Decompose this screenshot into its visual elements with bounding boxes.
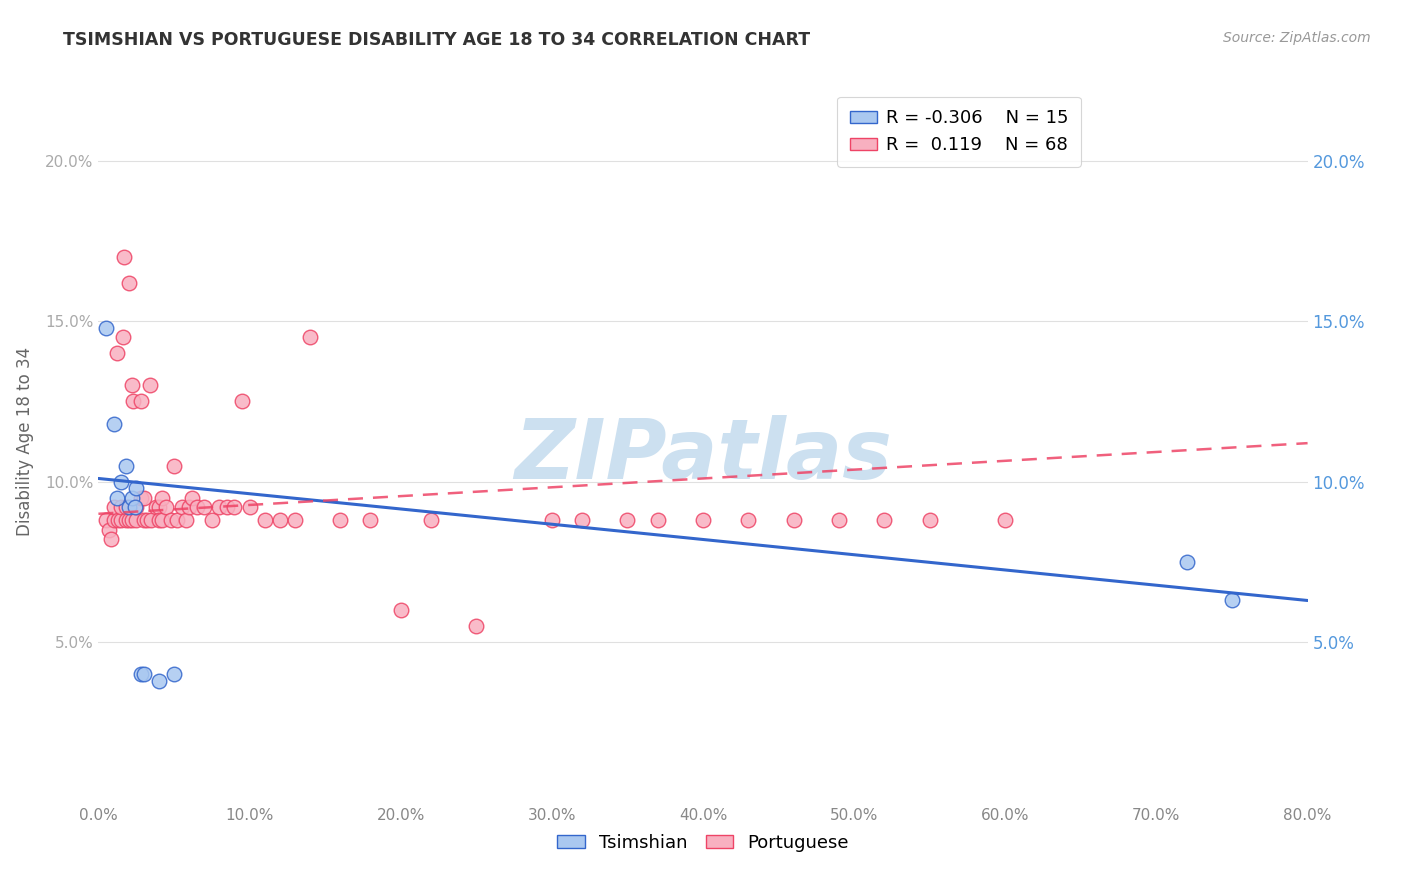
Point bbox=[166, 513, 188, 527]
Point bbox=[160, 513, 183, 527]
Point bbox=[181, 491, 204, 505]
Point bbox=[148, 673, 170, 688]
Point bbox=[132, 667, 155, 681]
Point bbox=[107, 513, 129, 527]
Legend: Tsimshian, Portuguese: Tsimshian, Portuguese bbox=[550, 826, 856, 859]
Point bbox=[208, 500, 231, 515]
Point bbox=[148, 500, 170, 515]
Point bbox=[389, 603, 412, 617]
Point bbox=[125, 481, 148, 495]
Point bbox=[103, 417, 125, 431]
Point bbox=[132, 513, 155, 527]
Point bbox=[239, 500, 262, 515]
Point bbox=[616, 513, 638, 527]
Point bbox=[155, 500, 177, 515]
Point bbox=[170, 500, 193, 515]
Point bbox=[129, 394, 152, 409]
Point bbox=[253, 513, 276, 527]
Point bbox=[150, 513, 173, 527]
Point bbox=[231, 394, 253, 409]
Point bbox=[118, 500, 141, 515]
Point bbox=[174, 513, 197, 527]
Point bbox=[186, 500, 208, 515]
Point bbox=[122, 394, 145, 409]
Point bbox=[129, 491, 152, 505]
Point bbox=[420, 513, 443, 527]
Point bbox=[918, 513, 941, 527]
Point bbox=[692, 513, 714, 527]
Text: ZIPatlas: ZIPatlas bbox=[515, 416, 891, 497]
Point bbox=[737, 513, 759, 527]
Point bbox=[828, 513, 851, 527]
Point bbox=[465, 619, 488, 633]
Point bbox=[125, 513, 148, 527]
Point bbox=[284, 513, 307, 527]
Point bbox=[94, 320, 117, 334]
Point bbox=[105, 346, 128, 360]
Point bbox=[114, 513, 136, 527]
Point bbox=[201, 513, 224, 527]
Point bbox=[110, 475, 132, 489]
Point bbox=[329, 513, 352, 527]
Text: Source: ZipAtlas.com: Source: ZipAtlas.com bbox=[1223, 31, 1371, 45]
Point bbox=[94, 513, 117, 527]
Point bbox=[121, 378, 143, 392]
Point bbox=[103, 513, 125, 527]
Point bbox=[135, 513, 157, 527]
Point bbox=[148, 513, 170, 527]
Point bbox=[540, 513, 562, 527]
Point bbox=[783, 513, 806, 527]
Point bbox=[121, 491, 143, 505]
Point bbox=[1220, 593, 1243, 607]
Point bbox=[139, 378, 162, 392]
Point bbox=[269, 513, 291, 527]
Point bbox=[98, 523, 121, 537]
Point bbox=[873, 513, 896, 527]
Y-axis label: Disability Age 18 to 34: Disability Age 18 to 34 bbox=[15, 347, 34, 536]
Point bbox=[215, 500, 238, 515]
Point bbox=[129, 667, 152, 681]
Point bbox=[163, 667, 186, 681]
Point bbox=[124, 500, 146, 515]
Point bbox=[100, 533, 122, 547]
Point bbox=[118, 276, 141, 290]
Point bbox=[112, 250, 135, 264]
Point bbox=[125, 500, 148, 515]
Point bbox=[360, 513, 382, 527]
Point bbox=[111, 330, 134, 344]
Point bbox=[571, 513, 593, 527]
Point bbox=[1175, 555, 1198, 569]
Point bbox=[150, 491, 173, 505]
Point bbox=[193, 500, 215, 515]
Point bbox=[118, 513, 141, 527]
Point bbox=[224, 500, 246, 515]
Point bbox=[145, 500, 167, 515]
Point bbox=[105, 491, 128, 505]
Point bbox=[163, 458, 186, 473]
Point bbox=[103, 500, 125, 515]
Point bbox=[121, 513, 143, 527]
Point bbox=[299, 330, 322, 344]
Point bbox=[141, 513, 163, 527]
Point bbox=[114, 500, 136, 515]
Point bbox=[110, 500, 132, 515]
Point bbox=[994, 513, 1017, 527]
Point bbox=[114, 458, 136, 473]
Point bbox=[647, 513, 669, 527]
Point bbox=[110, 513, 132, 527]
Point bbox=[132, 491, 155, 505]
Text: TSIMSHIAN VS PORTUGUESE DISABILITY AGE 18 TO 34 CORRELATION CHART: TSIMSHIAN VS PORTUGUESE DISABILITY AGE 1… bbox=[63, 31, 810, 49]
Point bbox=[179, 500, 201, 515]
